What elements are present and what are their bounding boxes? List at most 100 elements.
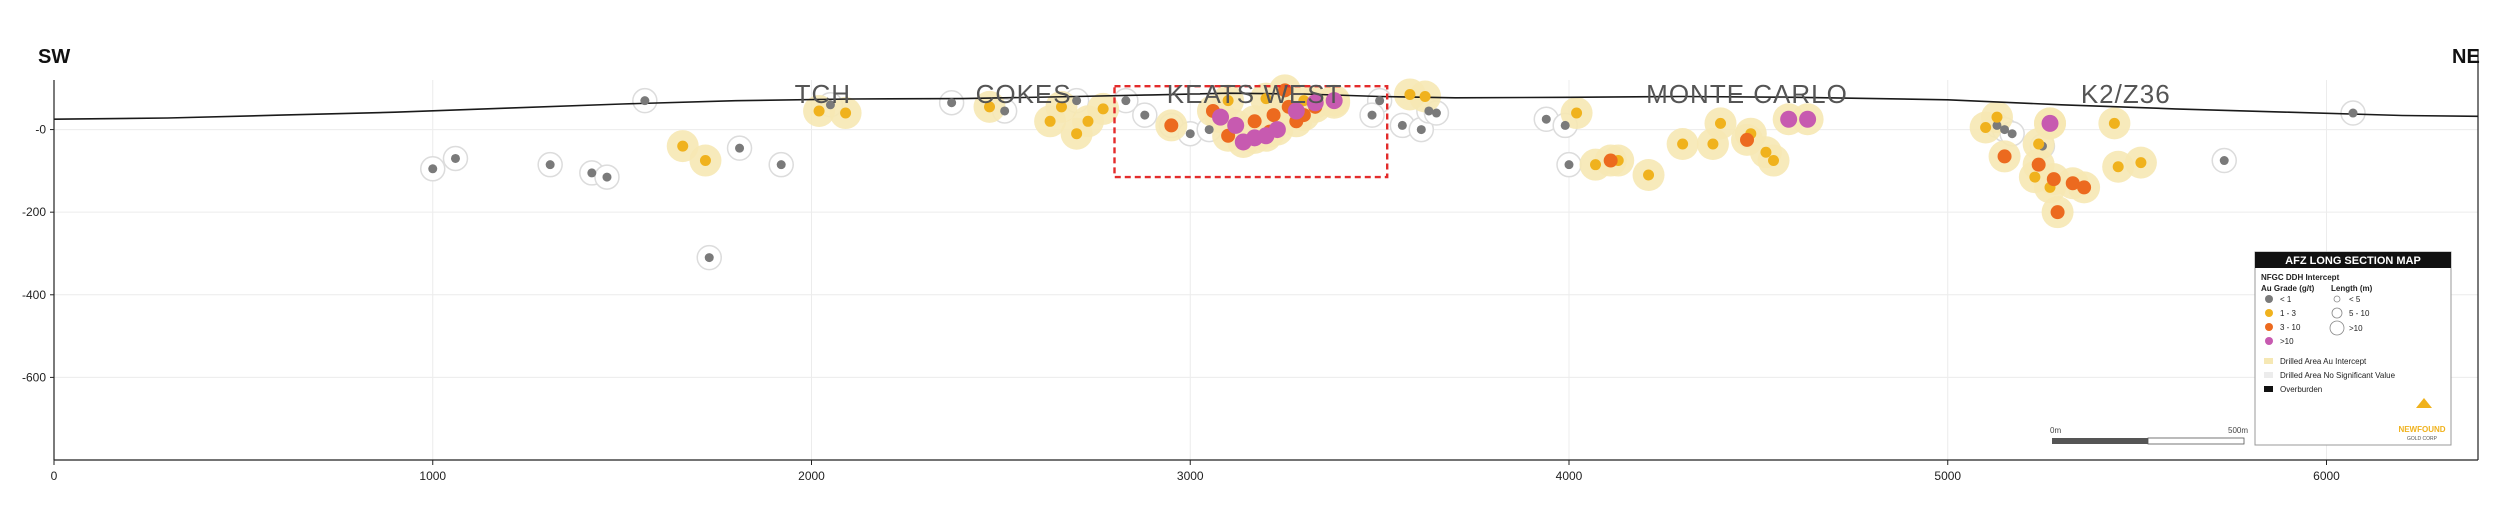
drill-intercept-1to3 [677, 140, 689, 152]
drill-intercept-1to3 [1980, 122, 1992, 133]
zone-label: K2/Z36 [2081, 79, 2171, 109]
x-tick-label: 5000 [1934, 469, 1961, 483]
drill-intercept-1to3 [1590, 159, 1602, 171]
zone-labels: TCH COKES KEATS WEST MONTE CARLO K2/Z36 [795, 79, 2171, 109]
drill-intercept-3to10 [1740, 132, 1755, 147]
drill-intercept-lt1 [1992, 120, 2002, 130]
drill-intercept-layer [428, 83, 2358, 263]
drill-intercept-1to3 [2033, 138, 2045, 150]
drill-intercept-1to3 [1991, 111, 2003, 123]
legend-title-bar [2255, 252, 2451, 268]
y-tick-label: -600 [22, 370, 46, 384]
logo-mark-icon [2416, 398, 2432, 408]
drill-intercept-lt1 [602, 172, 612, 182]
logo-line2: GOLD CORP [2407, 436, 2438, 442]
grid-layer [53, 80, 2478, 460]
drill-intercept-lt1 [776, 160, 786, 170]
drill-intercept-1to3 [840, 107, 852, 119]
legend: AFZ LONG SECTION MAP NFGC DDH Intercept … [2254, 251, 2452, 446]
legend-nsv-area-swatch [2264, 372, 2273, 378]
legend-length-header: Length (m) [2331, 284, 2373, 293]
y-tick-label: -200 [22, 205, 46, 219]
drill-intercept-lt1 [428, 164, 438, 174]
legend-frame [2254, 251, 2452, 446]
drill-intercept-lt1 [1560, 120, 1570, 130]
drill-intercept-3to10 [1997, 149, 2012, 164]
drill-intercept-1to3 [813, 105, 825, 117]
y-tick-label: -400 [22, 288, 46, 302]
drill-intercept-gt10 [1268, 121, 1286, 139]
x-tick-label: 4000 [1556, 469, 1583, 483]
x-tick-label: 3000 [1177, 469, 1204, 483]
drill-intercept-lt1 [587, 168, 597, 178]
direction-label-ne: NE [2452, 46, 2480, 68]
legend-au-area-label: Drilled Area Au Intercept [2280, 357, 2367, 366]
legend-grade-3to10-label: 3 - 10 [2280, 323, 2301, 332]
drill-intercept-lt1 [1185, 129, 1195, 139]
drill-intercept-gt10 [1780, 110, 1798, 128]
drill-intercept-gt10 [1799, 110, 1817, 128]
drill-intercept-lt1 [1375, 96, 1385, 106]
drill-intercept-3to10 [2050, 205, 2065, 220]
drill-halo-layer [420, 74, 2366, 271]
logo-line1: NEWFOUND [2398, 425, 2445, 434]
scale-bar: 0m 500m [2050, 426, 2248, 445]
legend-length-gt10-label: >10 [2349, 324, 2363, 333]
drill-intercept-lt1 [450, 153, 460, 163]
legend-grade-gt10-dot [2265, 337, 2273, 345]
drill-intercept-1to3 [1760, 146, 1772, 158]
drill-intercept-lt1 [2000, 125, 2010, 135]
legend-grade-header: Au Grade (g/t) [2261, 284, 2315, 293]
drill-intercept-1to3 [1071, 128, 1083, 140]
drill-intercept-3to10 [1266, 108, 1281, 123]
drill-intercept-lt1 [1431, 108, 1441, 118]
drill-intercept-lt1 [1000, 106, 1010, 116]
legend-length-gt10-ring [2329, 320, 2345, 336]
zone-label: COKES [976, 79, 1072, 109]
drill-intercept-gt10 [1287, 102, 1305, 120]
drill-intercept-gt10 [1212, 108, 1230, 126]
y-tick-label: -0 [35, 123, 46, 137]
drill-intercept-1to3 [1768, 155, 1780, 167]
company-logo: NEWFOUND GOLD CORP [2398, 398, 2446, 442]
drill-intercept-1to3 [1082, 115, 1094, 127]
drill-intercept-1to3 [1677, 138, 1689, 150]
x-tick-label: 2000 [798, 469, 825, 483]
legend-grade-3to10-dot [2265, 323, 2273, 331]
drill-intercept-3to10 [2046, 172, 2061, 187]
drill-intercept-lt1 [1541, 114, 1551, 124]
legend-overburden-label: Overburden [2280, 385, 2322, 394]
drill-intercept-1to3 [1097, 103, 1109, 115]
drill-intercept-3to10 [2077, 180, 2092, 195]
drill-intercept-3to10 [2031, 157, 2046, 172]
drill-intercept-1to3 [1298, 95, 1310, 107]
drill-intercept-1to3 [1715, 117, 1726, 129]
x-tick-label: 0 [51, 469, 58, 483]
drill-intercept-lt1 [1121, 96, 1131, 106]
scale-bar-light [2147, 437, 2245, 445]
drill-intercept-lt1 [1367, 110, 1377, 120]
drill-intercept-1to3 [699, 155, 711, 167]
drill-intercept-1to3 [1055, 101, 1067, 113]
drill-intercept-gt10 [1227, 116, 1245, 134]
drill-intercept-1to3 [2112, 161, 2124, 173]
legend-title: AFZ LONG SECTION MAP [2285, 255, 2421, 267]
drill-intercept-lt1 [640, 96, 650, 106]
drill-intercept-1to3 [1707, 138, 1719, 150]
direction-label-sw: SW [38, 46, 70, 68]
drill-intercept-lt1 [947, 98, 957, 108]
drill-intercept-3to10 [2065, 176, 2080, 191]
drill-intercept-1to3 [2135, 157, 2147, 169]
zone-label: KEATS WEST [1167, 79, 1343, 109]
keats-west-highlight-box [1113, 84, 1389, 179]
drill-intercept-lt1 [1416, 125, 1426, 135]
drill-intercept-1to3 [1643, 169, 1655, 181]
drill-intercept-1to3 [1419, 91, 1431, 103]
drill-intercept-lt1 [735, 143, 745, 153]
legend-length-lt5-ring [2333, 295, 2341, 303]
drill-intercept-lt1 [825, 100, 835, 110]
drill-intercept-lt1 [1204, 125, 1214, 135]
x-tick-label: 6000 [2313, 469, 2340, 483]
drill-intercept-lt1 [1564, 160, 1574, 170]
